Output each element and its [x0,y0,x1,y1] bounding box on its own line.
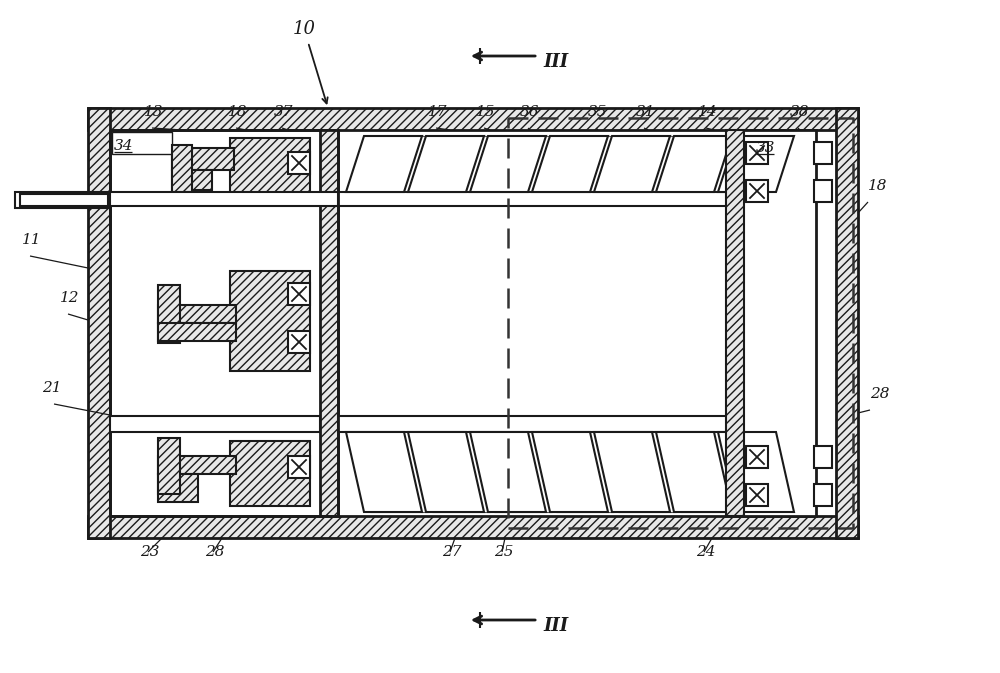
Text: 18: 18 [228,105,248,119]
Polygon shape [408,432,484,512]
Bar [158,438,180,494]
Text: 27: 27 [442,545,462,559]
Bar [110,192,338,206]
Polygon shape [594,136,670,192]
Text: 24: 24 [696,545,716,559]
Bar [158,474,198,502]
Bar [88,108,858,130]
Bar [110,130,836,516]
Bar [88,108,110,538]
Bar [158,456,236,474]
Bar [20,194,108,206]
Bar [508,118,853,528]
Bar [746,180,768,202]
Bar [338,416,816,432]
Polygon shape [470,432,546,512]
Polygon shape [656,432,732,512]
Bar [746,446,768,468]
Polygon shape [718,432,794,512]
Text: 13: 13 [144,105,164,119]
Bar [814,446,832,468]
Bar [158,305,236,323]
Bar [288,152,310,174]
Bar [172,170,212,190]
Bar [746,142,768,164]
Text: 31: 31 [636,105,656,119]
Bar [288,456,310,478]
Text: 36: 36 [520,105,540,119]
Polygon shape [594,432,670,512]
Bar [15,192,110,208]
Text: 17: 17 [428,105,448,119]
Bar [158,323,236,341]
Bar [230,271,310,371]
Text: 28: 28 [205,545,224,559]
Text: III: III [543,53,568,71]
Bar [726,130,744,516]
Bar [230,138,310,200]
Bar [158,285,180,343]
Bar [320,130,338,516]
Bar [814,484,832,506]
Polygon shape [718,136,794,192]
Text: 34: 34 [114,139,134,153]
Text: 28: 28 [870,387,890,401]
Text: 23: 23 [140,545,160,559]
Bar [726,130,816,516]
Polygon shape [532,432,608,512]
Text: 10: 10 [293,20,316,38]
Polygon shape [346,432,422,512]
Text: 18: 18 [868,179,888,193]
Polygon shape [408,136,484,192]
Text: 14: 14 [698,105,718,119]
Bar [172,145,192,192]
Text: 33: 33 [756,141,776,155]
Bar [112,132,172,154]
Bar [172,148,234,170]
Text: 11: 11 [22,233,42,247]
Bar [288,283,310,305]
Text: 35: 35 [588,105,608,119]
Bar [814,142,832,164]
Text: 21: 21 [42,381,62,395]
Bar [814,180,832,202]
Bar [746,484,768,506]
Polygon shape [470,136,546,192]
Bar [338,192,816,206]
Bar [88,516,858,538]
Text: 15: 15 [476,105,496,119]
Polygon shape [656,136,732,192]
Polygon shape [346,136,422,192]
Bar [110,416,320,432]
Bar [230,441,310,506]
Bar [288,331,310,353]
Bar [836,108,858,538]
Polygon shape [532,136,608,192]
Text: III: III [543,617,568,635]
Text: 37: 37 [274,105,294,119]
Text: 38: 38 [790,105,810,119]
Text: 12: 12 [60,291,80,305]
Text: 25: 25 [494,545,514,559]
